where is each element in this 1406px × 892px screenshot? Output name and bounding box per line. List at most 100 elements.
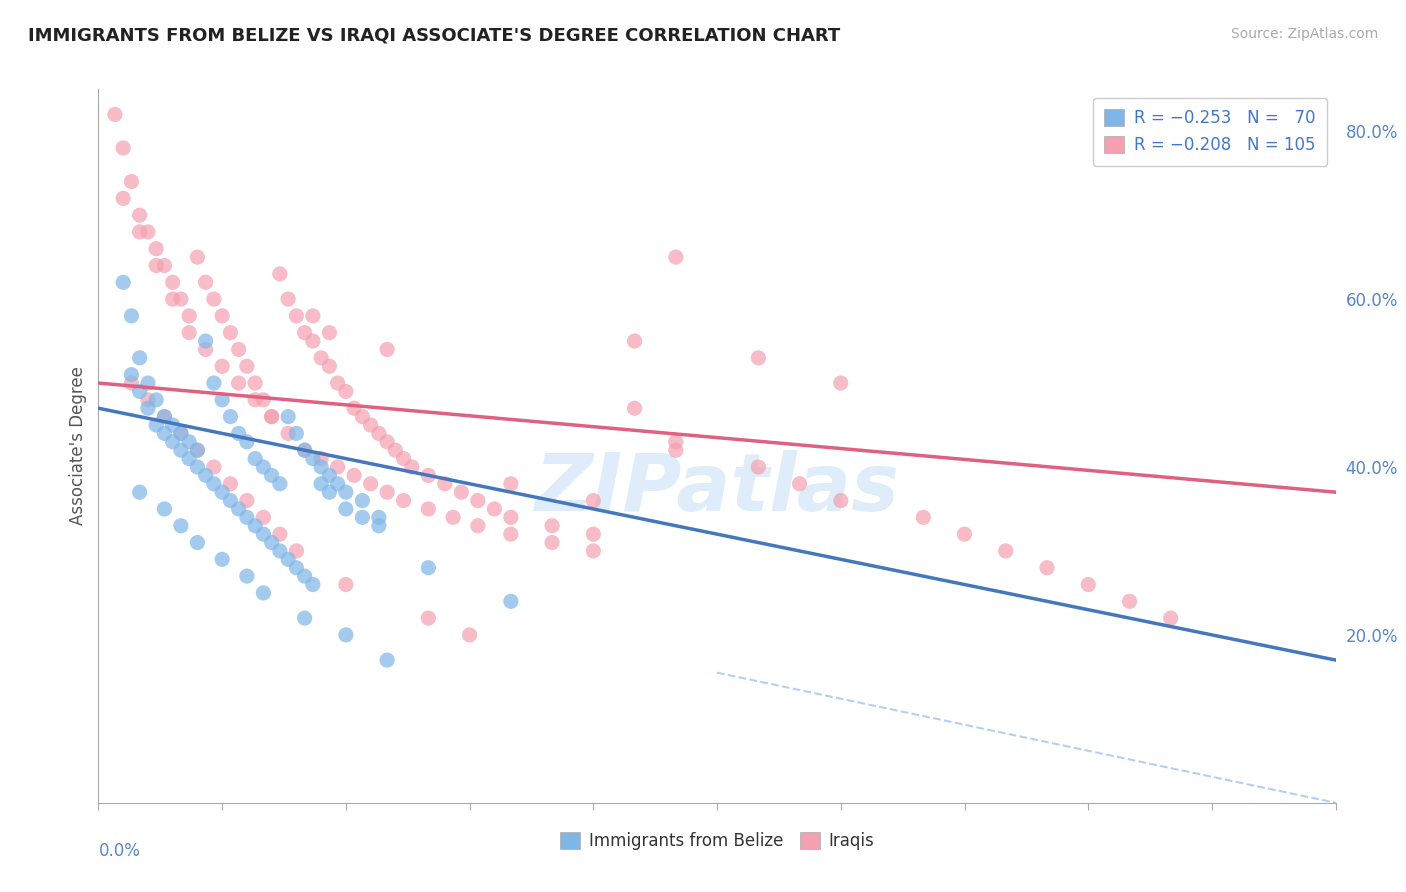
- Point: [260, 409, 283, 424]
- Point: [219, 476, 242, 491]
- Point: [277, 292, 299, 306]
- Point: [186, 250, 208, 264]
- Point: [269, 527, 291, 541]
- Point: [665, 434, 688, 449]
- Point: [392, 493, 415, 508]
- Point: [269, 267, 291, 281]
- Point: [145, 259, 167, 273]
- Point: [375, 434, 398, 449]
- Point: [499, 594, 522, 608]
- Point: [302, 334, 325, 348]
- Point: [136, 401, 159, 416]
- Point: [433, 476, 456, 491]
- Point: [236, 359, 259, 374]
- Point: [202, 476, 225, 491]
- Point: [1077, 577, 1099, 591]
- Point: [120, 368, 142, 382]
- Point: [153, 502, 176, 516]
- Point: [269, 544, 291, 558]
- Point: [352, 409, 374, 424]
- Point: [228, 376, 250, 390]
- Point: [186, 443, 208, 458]
- Point: [170, 292, 193, 306]
- Point: [360, 417, 382, 432]
- Point: [830, 493, 852, 508]
- Point: [136, 376, 159, 390]
- Point: [392, 451, 415, 466]
- Point: [277, 409, 299, 424]
- Point: [418, 560, 440, 574]
- Text: ZIPatlas: ZIPatlas: [534, 450, 900, 528]
- Point: [243, 518, 266, 533]
- Point: [219, 493, 242, 508]
- Point: [211, 552, 233, 566]
- Point: [145, 242, 167, 256]
- Point: [335, 628, 357, 642]
- Point: [343, 468, 366, 483]
- Point: [120, 175, 142, 189]
- Point: [450, 485, 472, 500]
- Point: [112, 275, 135, 289]
- Point: [145, 417, 167, 432]
- Point: [484, 502, 506, 516]
- Point: [294, 569, 316, 583]
- Point: [186, 460, 208, 475]
- Point: [375, 653, 398, 667]
- Point: [170, 426, 193, 441]
- Text: IMMIGRANTS FROM BELIZE VS IRAQI ASSOCIATE'S DEGREE CORRELATION CHART: IMMIGRANTS FROM BELIZE VS IRAQI ASSOCIAT…: [28, 27, 841, 45]
- Point: [128, 225, 150, 239]
- Point: [541, 535, 564, 549]
- Point: [747, 460, 769, 475]
- Point: [236, 569, 259, 583]
- Point: [128, 485, 150, 500]
- Point: [236, 510, 259, 524]
- Point: [252, 527, 274, 541]
- Point: [1160, 611, 1182, 625]
- Point: [186, 443, 208, 458]
- Point: [302, 577, 325, 591]
- Point: [285, 544, 308, 558]
- Point: [153, 426, 176, 441]
- Point: [194, 275, 217, 289]
- Point: [441, 510, 464, 524]
- Point: [352, 510, 374, 524]
- Point: [467, 518, 489, 533]
- Point: [179, 434, 201, 449]
- Point: [277, 426, 299, 441]
- Point: [665, 250, 688, 264]
- Point: [252, 510, 274, 524]
- Point: [367, 510, 389, 524]
- Point: [228, 426, 250, 441]
- Point: [467, 493, 489, 508]
- Point: [294, 326, 316, 340]
- Point: [367, 426, 389, 441]
- Point: [953, 527, 976, 541]
- Point: [384, 443, 406, 458]
- Point: [136, 392, 159, 407]
- Point: [128, 351, 150, 365]
- Point: [269, 476, 291, 491]
- Point: [747, 351, 769, 365]
- Point: [285, 560, 308, 574]
- Point: [260, 468, 283, 483]
- Point: [309, 460, 332, 475]
- Legend: R = −0.253   N =   70, R = −0.208   N = 105: R = −0.253 N = 70, R = −0.208 N = 105: [1092, 97, 1327, 166]
- Point: [236, 434, 259, 449]
- Point: [260, 535, 283, 549]
- Point: [252, 460, 274, 475]
- Point: [789, 476, 811, 491]
- Point: [830, 376, 852, 390]
- Point: [194, 343, 217, 357]
- Point: [243, 392, 266, 407]
- Point: [335, 384, 357, 399]
- Point: [294, 443, 316, 458]
- Point: [128, 208, 150, 222]
- Point: [541, 518, 564, 533]
- Point: [211, 309, 233, 323]
- Point: [120, 309, 142, 323]
- Point: [582, 527, 605, 541]
- Point: [202, 292, 225, 306]
- Point: [665, 443, 688, 458]
- Point: [211, 359, 233, 374]
- Point: [623, 334, 645, 348]
